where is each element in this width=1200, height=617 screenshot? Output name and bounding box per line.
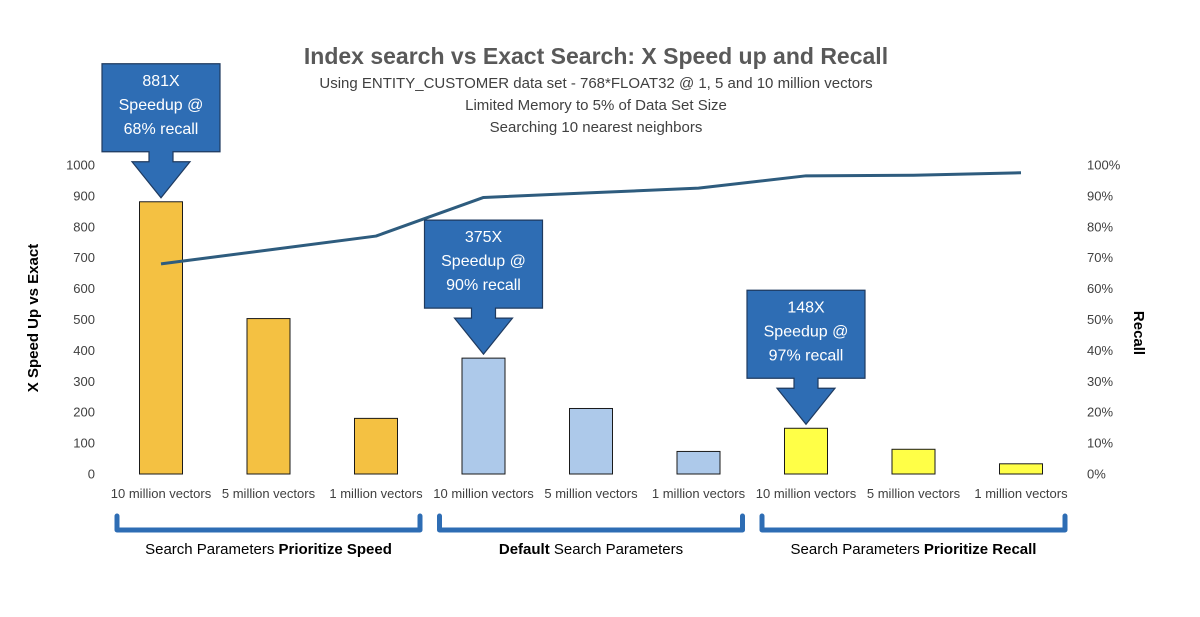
bar	[676, 450, 721, 475]
bar	[784, 427, 828, 475]
callout-text: 148X	[787, 299, 825, 316]
y2-tick-label: 20%	[1087, 405, 1113, 420]
y-tick-label: 100	[73, 436, 95, 451]
bar	[354, 417, 398, 475]
bars	[139, 201, 1043, 475]
callout-text: Speedup @	[119, 97, 204, 114]
chart-subtitle-line-3: Searching 10 nearest neighbors	[490, 119, 703, 136]
chart-subtitle-line-1: Using ENTITY_CUSTOMER data set - 768*FLO…	[319, 75, 872, 92]
bar	[461, 357, 506, 475]
y-tick-label: 200	[73, 405, 95, 420]
y2-tick-label: 0%	[1087, 467, 1106, 482]
chart-subtitle-line-2: Limited Memory to 5% of Data Set Size	[465, 97, 727, 114]
callout-text: 881X	[142, 73, 180, 90]
group-bracket	[759, 513, 1068, 533]
group-brackets: Search Parameters Prioritize Speed Defaul…	[114, 513, 1068, 558]
x-tick-label: 5 million vectors	[544, 486, 638, 501]
group-label: Search Parameters Prioritize Recall	[791, 541, 1037, 558]
x-tick-label: 10 million vectors	[756, 486, 857, 501]
x-tick-label: 1 million vectors	[974, 486, 1068, 501]
callout-text: Speedup @	[764, 323, 849, 340]
group-label-part: Search Parameters	[791, 541, 924, 558]
bar	[891, 448, 936, 475]
callout-text: 90% recall	[446, 277, 521, 294]
y2-tick-label: 100%	[1087, 158, 1121, 173]
y2-tick-label: 30%	[1087, 374, 1113, 389]
y2-tick-label: 90%	[1087, 188, 1113, 203]
y2-tick-label: 40%	[1087, 343, 1113, 358]
x-tick-label: 1 million vectors	[329, 486, 423, 501]
y-tick-label: 300	[73, 374, 95, 389]
y2-tick-label: 50%	[1087, 312, 1113, 327]
x-tick-label: 1 million vectors	[652, 486, 746, 501]
y-tick-label: 1000	[66, 158, 95, 173]
y-tick-label: 700	[73, 250, 95, 265]
y2-tick-label: 70%	[1087, 250, 1113, 265]
x-tick-label: 10 million vectors	[111, 486, 212, 501]
group-label-part: Default	[499, 541, 550, 558]
bar	[246, 318, 291, 475]
bar	[139, 201, 183, 475]
bar	[999, 463, 1043, 475]
group-label: Search Parameters Prioritize Speed	[145, 541, 392, 558]
callouts: 881X Speedup @ 68% recall 375X Speedup @ 90% …	[101, 63, 866, 426]
group-label-part: Prioritize Recall	[924, 541, 1037, 558]
axis-ticks: 0 100 200 300 400 500 600 700 800 900 1000 0% 10% 20%…	[66, 158, 1121, 482]
group-label: Default Search Parameters	[499, 541, 683, 558]
y2-tick-label: 80%	[1087, 219, 1113, 234]
y-tick-label: 0	[88, 467, 95, 482]
x-tick-label: 5 million vectors	[867, 486, 961, 501]
callout-text: 97% recall	[769, 347, 844, 364]
callout-text: 68% recall	[124, 121, 199, 138]
bar	[569, 407, 613, 475]
group-bracket	[114, 513, 423, 533]
callout-arrow	[423, 219, 544, 356]
callout-arrow	[101, 63, 221, 199]
y-tick-label: 500	[73, 312, 95, 327]
callout-text: Speedup @	[441, 253, 526, 270]
x-tick-label: 10 million vectors	[433, 486, 534, 501]
recall-line	[160, 171, 1022, 266]
y-tick-label: 600	[73, 281, 95, 296]
y2-axis-label: Recall	[1130, 311, 1147, 355]
callout-arrow	[746, 289, 866, 426]
y2-tick-label: 10%	[1087, 436, 1113, 451]
y-axis-label: X Speed Up vs Exact	[25, 244, 42, 392]
group-label-part: Search Parameters	[550, 541, 683, 558]
callout-text: 375X	[465, 229, 503, 246]
recall-series-line	[160, 171, 1022, 266]
group-bracket	[437, 513, 745, 533]
y-tick-label: 400	[73, 343, 95, 358]
group-label-part: Search Parameters	[145, 541, 278, 558]
group-label-part: Prioritize Speed	[279, 541, 392, 558]
y-tick-label: 900	[73, 188, 95, 203]
y2-tick-label: 60%	[1087, 281, 1113, 296]
y-tick-label: 800	[73, 219, 95, 234]
category-labels: 10 million vectors 5 million vectors 1 mil…	[111, 486, 1068, 501]
chart-title: Index search vs Exact Search: X Speed up…	[304, 43, 888, 69]
x-tick-label: 5 million vectors	[222, 486, 316, 501]
